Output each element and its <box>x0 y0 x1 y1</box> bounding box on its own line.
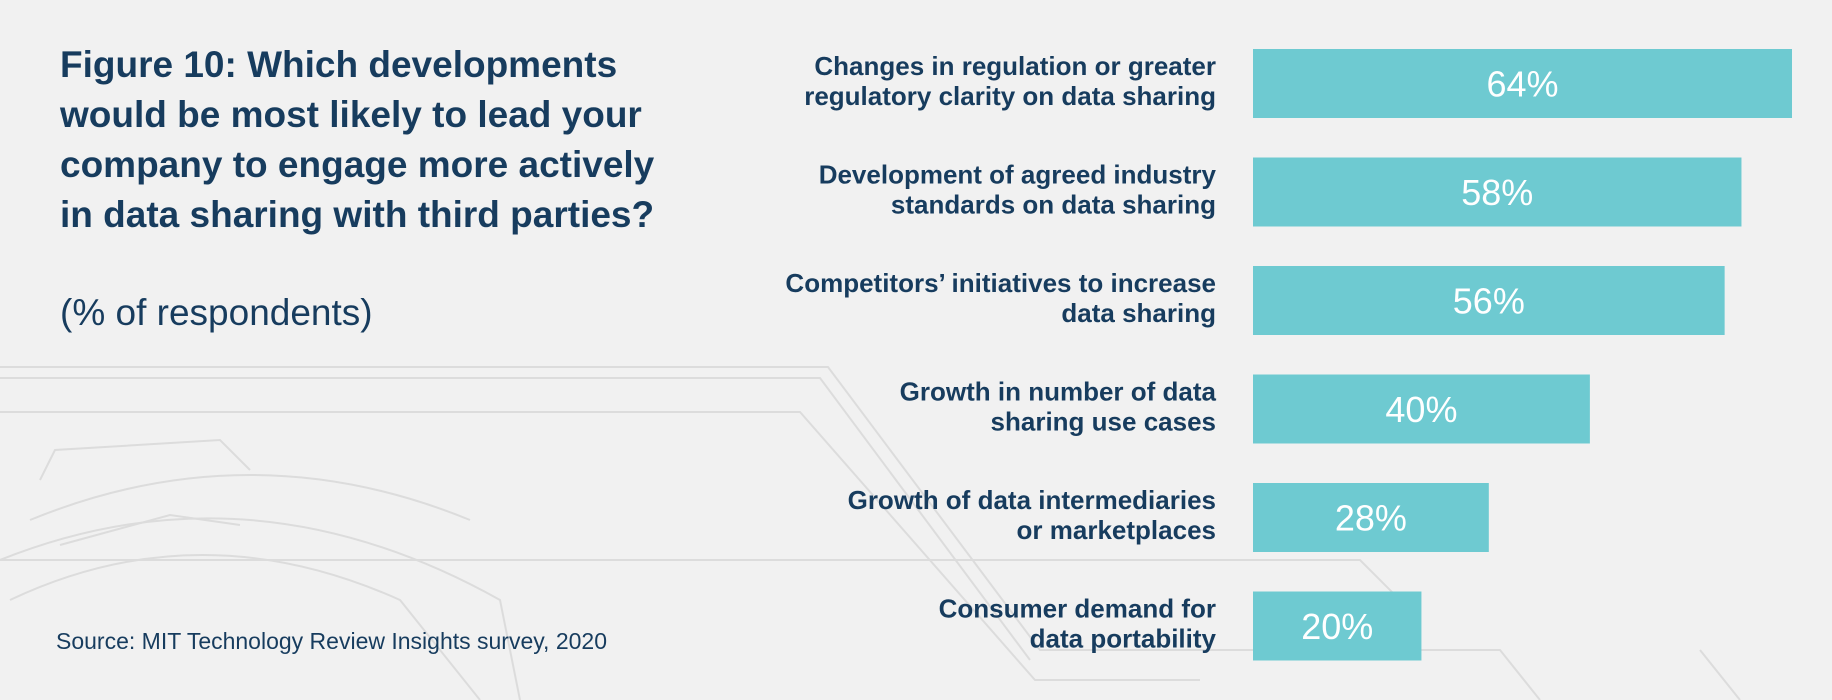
value-label-5: 20% <box>1301 606 1373 647</box>
source-note: Source: MIT Technology Review Insights s… <box>56 628 608 654</box>
value-label-1: 58% <box>1461 172 1533 213</box>
chart-subtitle: (% of respondents) <box>60 292 373 333</box>
value-label-3: 40% <box>1385 389 1457 430</box>
category-label-2-line-1: data sharing <box>1061 298 1216 328</box>
value-label-2: 56% <box>1453 281 1525 322</box>
bar-3 <box>1253 374 1590 444</box>
category-label-1-line-0: Development of agreed industry <box>819 160 1217 190</box>
category-label-3-line-0: Growth in number of data <box>900 377 1217 407</box>
category-label-5-line-0: Consumer demand for <box>939 594 1216 624</box>
value-label-4: 28% <box>1335 498 1407 539</box>
bar-2 <box>1253 266 1725 335</box>
category-label-3-line-1: sharing use cases <box>991 407 1216 437</box>
category-label-0-line-0: Changes in regulation or greater <box>814 51 1216 81</box>
bar-1 <box>1253 157 1742 227</box>
category-label-5-line-1: data portability <box>1030 624 1217 654</box>
bar-5 <box>1253 591 1422 661</box>
category-label-4-line-1: or marketplaces <box>1017 515 1216 545</box>
category-label-1-line-1: standards on data sharing <box>891 190 1216 220</box>
category-label-4-line-0: Growth of data intermediaries <box>848 485 1216 515</box>
bar-4 <box>1253 483 1489 552</box>
chart-title: Figure 10: Which developments would be m… <box>60 44 655 235</box>
category-label-0-line-1: regulatory clarity on data sharing <box>804 81 1216 111</box>
category-label-2-line-0: Competitors’ initiatives to increase <box>785 268 1216 298</box>
bar-0 <box>1253 49 1792 118</box>
value-label-0: 64% <box>1486 64 1558 105</box>
